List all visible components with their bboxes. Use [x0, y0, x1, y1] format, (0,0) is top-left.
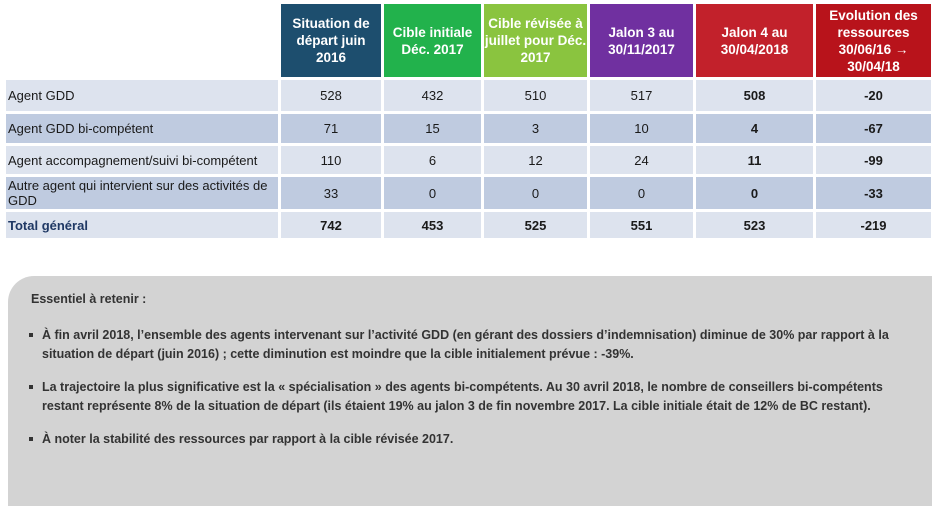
cell-jalon-3: 10: [587, 111, 693, 143]
bullet-square-icon: [29, 333, 33, 337]
cell-jalon-4: 508: [693, 77, 813, 111]
cell-situation-depart: 71: [278, 111, 381, 143]
header-evolution: Evolution des ressources 30/06/16 → 30/0…: [813, 4, 931, 77]
table-row-agent-gdd: Agent GDD 528 432 510 517 508 -20: [6, 77, 931, 111]
table-row-agent-gdd-bi-competent: Agent GDD bi-compétent 71 15 3 10 4 -67: [6, 111, 931, 143]
cell-jalon-3: 517: [587, 77, 693, 111]
cell-situation-depart: 742: [278, 209, 381, 238]
header-cible-initiale: Cible initiale Déc. 2017: [381, 4, 481, 77]
cell-cible-revisee: 0: [481, 174, 587, 209]
header-situation-depart: Situation de départ juin 2016: [278, 4, 381, 77]
summary-bullets: À fin avril 2018, l’ensemble des agents …: [24, 326, 914, 463]
summary-panel: Essentiel à retenir : À fin avril 2018, …: [8, 276, 932, 506]
table-row-total: Total général 742 453 525 551 523 -219: [6, 209, 931, 238]
row-label: Total général: [6, 209, 278, 238]
cell-evolution: -99: [813, 143, 931, 174]
cell-situation-depart: 33: [278, 174, 381, 209]
cell-jalon-3: 24: [587, 143, 693, 174]
cell-cible-revisee: 525: [481, 209, 587, 238]
header-jalon-4: Jalon 4 au 30/04/2018: [693, 4, 813, 77]
table-row-agent-accompagnement: Agent accompagnement/suivi bi-compétent …: [6, 143, 931, 174]
bullet-text: La trajectoire la plus significative est…: [42, 380, 883, 413]
cell-cible-revisee: 510: [481, 77, 587, 111]
cell-jalon-3: 551: [587, 209, 693, 238]
cell-cible-initiale: 0: [381, 174, 481, 209]
bullet-text: À fin avril 2018, l’ensemble des agents …: [42, 328, 889, 361]
header-row: Situation de départ juin 2016 Cible init…: [6, 4, 931, 77]
bullet-square-icon: [29, 437, 33, 441]
list-item: À noter la stabilité des ressources par …: [24, 430, 914, 449]
summary-title: Essentiel à retenir :: [31, 292, 147, 306]
cell-evolution: -67: [813, 111, 931, 143]
cell-cible-initiale: 453: [381, 209, 481, 238]
cell-evolution: -219: [813, 209, 931, 238]
staffing-table: Situation de départ juin 2016 Cible init…: [6, 4, 931, 238]
cell-jalon-3: 0: [587, 174, 693, 209]
cell-evolution: -33: [813, 174, 931, 209]
cell-cible-initiale: 15: [381, 111, 481, 143]
row-label: Autre agent qui intervient sur des activ…: [6, 174, 278, 209]
cell-cible-initiale: 432: [381, 77, 481, 111]
cell-jalon-4: 11: [693, 143, 813, 174]
bullet-text: À noter la stabilité des ressources par …: [42, 432, 454, 446]
row-label: Agent GDD bi-compétent: [6, 111, 278, 143]
header-cible-revisee: Cible révisée à juillet pour Déc. 2017: [481, 4, 587, 77]
cell-situation-depart: 528: [278, 77, 381, 111]
cell-evolution: -20: [813, 77, 931, 111]
header-blank-cell: [6, 4, 278, 77]
header-jalon-3: Jalon 3 au 30/11/2017: [587, 4, 693, 77]
cell-cible-revisee: 12: [481, 143, 587, 174]
cell-jalon-4: 523: [693, 209, 813, 238]
row-label: Agent GDD: [6, 77, 278, 111]
cell-jalon-4: 0: [693, 174, 813, 209]
cell-jalon-4: 4: [693, 111, 813, 143]
list-item: La trajectoire la plus significative est…: [24, 378, 914, 416]
row-label: Agent accompagnement/suivi bi-compétent: [6, 143, 278, 174]
cell-situation-depart: 110: [278, 143, 381, 174]
table-row-autre-agent: Autre agent qui intervient sur des activ…: [6, 174, 931, 209]
bullet-square-icon: [29, 385, 33, 389]
cell-cible-revisee: 3: [481, 111, 587, 143]
cell-cible-initiale: 6: [381, 143, 481, 174]
list-item: À fin avril 2018, l’ensemble des agents …: [24, 326, 914, 364]
